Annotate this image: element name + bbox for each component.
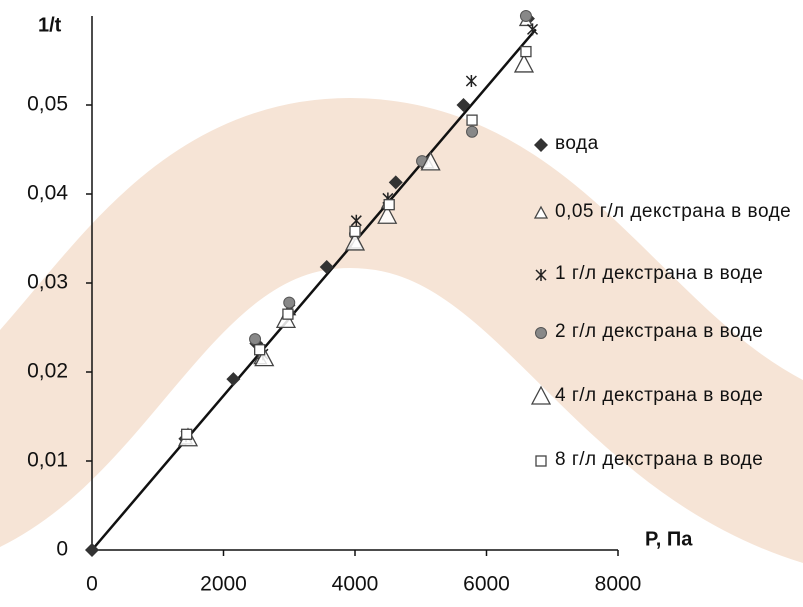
data-point [466,114,478,126]
legend-marker [534,138,548,152]
data-point [344,231,366,251]
legend-marker [530,385,552,405]
y-tick-label: 0,03 [27,271,68,294]
x-tick-label: 6000 [463,573,510,596]
data-point [383,199,395,211]
data-point [466,125,479,138]
data-point [350,214,362,227]
legend-marker [533,205,549,219]
y-tick-label: 0,02 [27,360,68,383]
x-axis-label: P, Па [645,528,693,550]
data-point [420,151,441,171]
data-point [282,308,294,320]
x-tick-label: 0 [86,573,98,596]
data-point [456,98,471,112]
y-tick-label: 0,05 [27,93,68,116]
legend-label: 0,05 г/л декстрана в воде [555,201,792,222]
data-point [520,45,532,58]
data-point [377,204,398,224]
data-point [465,74,477,87]
data-point [519,10,532,22]
y-axis-label: 1/t [38,14,62,36]
legend-label: 4 г/л декстрана в воде [555,385,764,406]
legend-marker [535,455,547,467]
data-point [254,347,275,367]
data-point [85,543,99,557]
data-point [283,296,296,309]
legend-marker [535,327,547,339]
data-point [388,175,403,190]
legend-marker [535,269,547,281]
data-point [249,333,262,346]
x-tick-label: 8000 [595,573,642,596]
background-arc [0,97,803,563]
data-point [349,225,361,238]
legend-label: 8 г/л декстрана в воде [555,449,764,470]
x-tick-label: 4000 [332,573,379,596]
trendline [91,28,537,551]
data-point [226,372,241,387]
data-point [513,53,535,73]
data-point [526,23,539,36]
y-tick-label: 0,01 [27,449,68,472]
legend-label: 1 г/л декстрана в воде [555,263,764,284]
data-point [319,259,334,274]
y-tick-label: 0,04 [27,182,68,205]
data-point [254,344,266,356]
legend-label: вода [555,133,599,154]
x-tick-label: 2000 [200,573,247,596]
data-point [181,428,193,440]
y-tick-label: 0 [56,538,68,561]
legend-label: 2 г/л декстрана в воде [555,321,764,342]
